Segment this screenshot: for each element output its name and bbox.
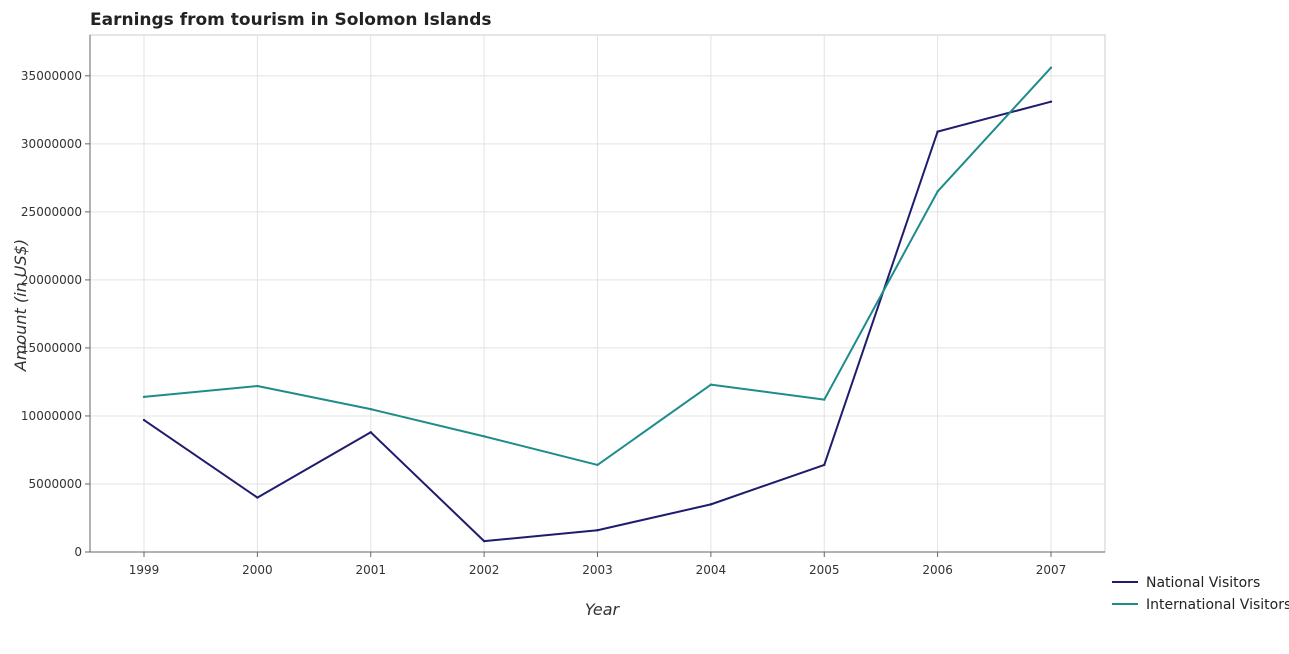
data-point-national-visitors bbox=[369, 431, 372, 434]
y-tick-label: 5000000 bbox=[29, 477, 82, 491]
x-axis-label: Year bbox=[585, 600, 621, 619]
x-tick-label: 2003 bbox=[582, 563, 613, 577]
series bbox=[142, 66, 1053, 543]
x-tick-label: 2005 bbox=[809, 563, 840, 577]
chart-title: Earnings from tourism in Solomon Islands bbox=[90, 10, 492, 30]
axes: 0 5000000 10000000 15000000 20000000 25000000… bbox=[21, 35, 1105, 577]
data-point-international-visitors bbox=[142, 395, 146, 399]
y-tick-label: 10000000 bbox=[21, 409, 82, 423]
data-point-international-visitors bbox=[369, 407, 372, 411]
y-tick-label: 20000000 bbox=[21, 273, 82, 287]
x-tick-label: 2000 bbox=[242, 563, 273, 577]
y-tick-label: 15000000 bbox=[21, 341, 82, 355]
x-tick-label: 2004 bbox=[696, 563, 727, 577]
x-tick-label: 2001 bbox=[355, 563, 386, 577]
data-point-international-visitors bbox=[256, 384, 259, 388]
x-tick-label: 2006 bbox=[922, 563, 953, 577]
data-point-national-visitors bbox=[256, 496, 259, 499]
data-point-national-visitors bbox=[482, 539, 486, 543]
legend: National Visitors International Visitors bbox=[1112, 575, 1289, 613]
x-tick-label: 2002 bbox=[469, 563, 500, 577]
data-point-international-visitors bbox=[482, 435, 486, 438]
data-point-international-visitors bbox=[1049, 66, 1053, 69]
data-point-international-visitors bbox=[709, 383, 713, 386]
data-point-national-visitors bbox=[823, 463, 826, 467]
y-tick-label: 25000000 bbox=[21, 205, 82, 219]
data-point-international-visitors bbox=[936, 190, 939, 193]
y-axis-label: Amount (in US$) bbox=[11, 239, 30, 372]
data-point-national-visitors bbox=[936, 130, 939, 133]
legend-label: National Visitors bbox=[1146, 575, 1260, 591]
x-tick-label: 1999 bbox=[129, 563, 160, 577]
data-point-national-visitors bbox=[1049, 100, 1053, 103]
y-tick-label: 0 bbox=[74, 545, 82, 559]
data-point-national-visitors bbox=[142, 418, 146, 422]
data-point-international-visitors bbox=[823, 398, 826, 401]
data-point-national-visitors bbox=[709, 503, 713, 506]
data-point-international-visitors bbox=[596, 463, 599, 467]
x-tick-label: 2007 bbox=[1036, 563, 1067, 577]
legend-label: International Visitors bbox=[1146, 597, 1289, 613]
y-tick-label: 35000000 bbox=[21, 69, 82, 83]
y-tick-label: 30000000 bbox=[21, 137, 82, 151]
data-point-national-visitors bbox=[596, 529, 599, 532]
